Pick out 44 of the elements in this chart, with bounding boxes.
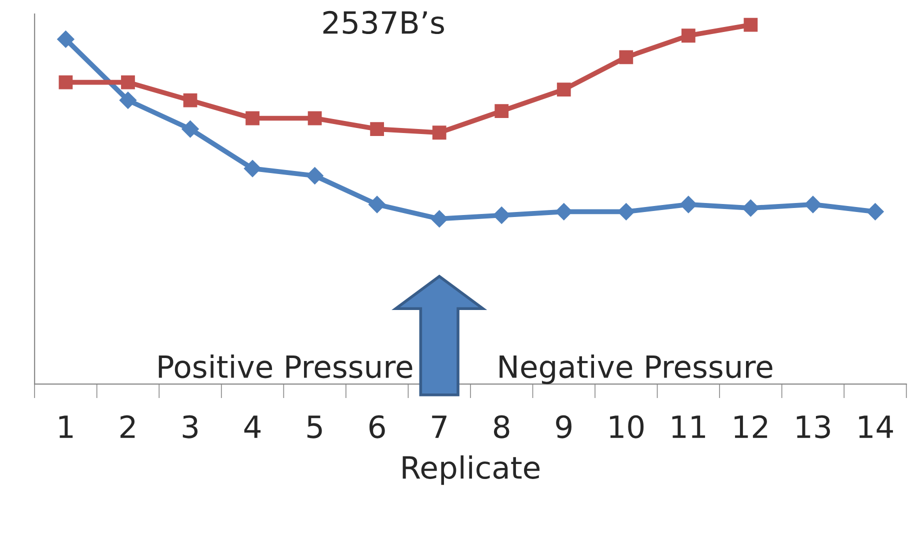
point	[370, 122, 384, 136]
annotation: Negative Pressure	[500, 354, 772, 384]
point	[432, 126, 446, 140]
point	[368, 196, 386, 214]
point	[306, 167, 324, 184]
point	[619, 50, 634, 64]
x-axis-title: Replicate	[402, 455, 540, 485]
point	[680, 196, 697, 214]
point	[866, 203, 884, 220]
x-tick-label: 11	[672, 416, 706, 438]
point	[681, 28, 696, 43]
point	[183, 93, 198, 108]
x-tick-label: 14	[859, 416, 893, 438]
point	[430, 210, 448, 228]
x-tick-label: 7	[432, 416, 446, 438]
x-tick-label: 2	[120, 415, 135, 438]
point	[244, 160, 262, 178]
point	[494, 104, 509, 118]
point	[556, 82, 571, 96]
point	[119, 92, 137, 109]
point	[57, 30, 74, 48]
x-tick-label: 9	[556, 415, 572, 438]
point	[742, 200, 760, 217]
x-tick-label: 3	[182, 415, 198, 438]
point	[246, 111, 260, 126]
point	[744, 18, 758, 32]
point	[555, 203, 572, 220]
point	[308, 111, 322, 126]
x-tick-label: 13	[796, 415, 830, 438]
point	[182, 120, 199, 138]
point	[121, 75, 135, 90]
x-tick-label: 12	[734, 415, 768, 438]
x-tick-label: 4	[244, 416, 261, 438]
point	[58, 75, 73, 90]
annotation: Positive Pressure	[158, 354, 412, 378]
x-tick-label: 10	[610, 415, 644, 438]
point	[804, 196, 822, 214]
x-tick-label: 5	[307, 416, 322, 438]
x-tick-label: 1	[59, 416, 73, 438]
x-tick-label: 8	[494, 415, 510, 438]
annotation: 2537B’s	[323, 10, 444, 34]
point	[493, 206, 510, 224]
x-tick-label: 6	[369, 415, 385, 438]
point	[618, 203, 635, 220]
